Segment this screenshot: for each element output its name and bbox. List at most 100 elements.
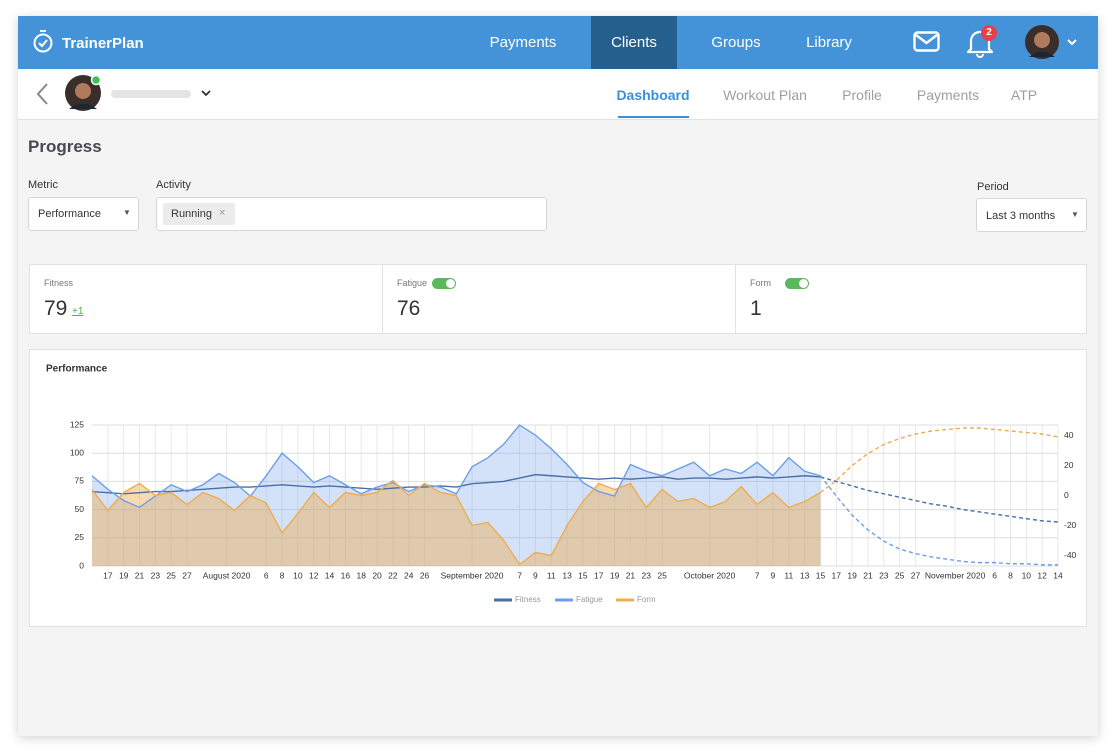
x-tick-label: 6: [264, 570, 269, 580]
stat-divider: [735, 265, 736, 333]
tag-remove[interactable]: ×: [219, 207, 226, 219]
x-tick-label: 14: [1053, 570, 1063, 580]
x-tick-label: 19: [847, 570, 857, 580]
field-label: Metric: [28, 179, 58, 191]
series-line: [91, 473, 821, 495]
series-line: [91, 479, 821, 566]
toggle[interactable]: [785, 278, 809, 289]
stat-change[interactable]: +1: [72, 306, 84, 317]
toggle-knob: [799, 279, 808, 288]
x-tick-label: 15: [816, 570, 826, 580]
stat-divider: [382, 265, 383, 333]
nav-item[interactable]: Groups: [711, 34, 761, 51]
legend-label: Fitness: [515, 595, 541, 604]
x-tick-label: November 2020: [925, 570, 986, 580]
x-tick-label: 23: [151, 570, 161, 580]
x-tick-label: 7: [755, 570, 760, 580]
x-tick-label: 18: [356, 570, 366, 580]
stat-label: Fitness: [44, 278, 74, 288]
tab[interactable]: ATP: [1010, 87, 1038, 103]
series-line: [819, 475, 1058, 566]
x-tick-label: September 2020: [441, 570, 504, 580]
x-tick-label: 20: [372, 570, 382, 580]
tab[interactable]: Dashboard: [616, 87, 690, 103]
brand[interactable]: TrainerPlan: [62, 35, 144, 52]
stat-value: 1: [750, 297, 762, 320]
x-tick-label: 13: [562, 570, 572, 580]
stat-label: Form: [750, 278, 771, 288]
stat-value: 76: [397, 297, 421, 320]
section-title: Progress: [28, 137, 102, 156]
nav-item[interactable]: Clients: [611, 34, 657, 51]
x-tick-label: 21: [626, 570, 636, 580]
y2-tick-label: -40: [1064, 550, 1077, 560]
y-tick-label: 75: [75, 476, 85, 486]
x-tick-label: 10: [293, 570, 303, 580]
client-avatar[interactable]: [64, 74, 224, 114]
x-tick-label: 25: [657, 570, 667, 580]
period-value: Last 3 months: [986, 210, 1056, 222]
period-select[interactable]: Last 3 months ▼: [976, 198, 1087, 232]
x-tick-label: 19: [119, 570, 129, 580]
nav-active-bg: [591, 16, 677, 69]
series-line: [820, 427, 1059, 494]
y2-tick-label: 40: [1064, 430, 1074, 440]
notification-badge: [981, 25, 997, 41]
y2-tick-label: 0: [1064, 490, 1069, 500]
performance-chart: Performance 17 19 21 23 25 27 August 2020 6 8 10 12…: [46, 364, 1077, 604]
x-tick-label: 25: [895, 570, 905, 580]
y-tick-label: 50: [75, 504, 85, 514]
y2-tick-label: 20: [1064, 460, 1074, 470]
x-tick-label: 10: [1022, 570, 1032, 580]
tag-text: Running: [171, 208, 212, 220]
activity-tag[interactable]: Running ×: [163, 203, 235, 225]
y-tick-label: 125: [70, 419, 84, 429]
y-tick-label: 0: [79, 560, 84, 570]
series-line: [91, 424, 821, 509]
x-tick-label: 21: [135, 570, 145, 580]
tab[interactable]: Workout Plan: [723, 87, 807, 103]
logo-icon: [33, 30, 53, 53]
mail-icon[interactable]: [913, 31, 941, 53]
tab[interactable]: Payments: [916, 87, 980, 103]
y-tick-label: 100: [70, 447, 84, 457]
legend-label: Fatigue: [576, 595, 603, 604]
back-button[interactable]: [34, 82, 52, 106]
x-tick-label: 12: [1037, 570, 1047, 580]
notification-count: 2: [986, 27, 992, 38]
dropdown-arrow: ▼: [123, 208, 131, 217]
tab-underline: [618, 116, 689, 118]
x-tick-label: 8: [1008, 570, 1013, 580]
x-tick-label: 15: [578, 570, 588, 580]
tab[interactable]: Profile: [842, 87, 882, 103]
legend-label: Form: [637, 595, 656, 604]
x-tick-label: 16: [341, 570, 351, 580]
stat-label: Fatigue: [397, 278, 428, 288]
x-tick-label: 14: [325, 570, 335, 580]
stat-value: 79: [44, 297, 68, 320]
top-nav: [18, 16, 1098, 69]
x-tick-label: 23: [642, 570, 652, 580]
x-tick-label: 9: [771, 570, 776, 580]
x-tick-label: 27: [911, 570, 921, 580]
toggle-knob: [446, 279, 455, 288]
field-label: Period: [977, 181, 1009, 193]
toggle[interactable]: [432, 278, 456, 289]
metric-value: Performance: [38, 208, 101, 220]
series-line: [820, 476, 1059, 523]
chart-card: [29, 349, 1087, 627]
user-avatar[interactable]: [1024, 24, 1084, 62]
activity-input[interactable]: Running ×: [156, 197, 547, 231]
x-tick-label: 9: [533, 570, 538, 580]
x-tick-label: 6: [992, 570, 997, 580]
chart-title: Performance: [46, 364, 108, 375]
dropdown-arrow: ▼: [1071, 210, 1079, 219]
x-tick-label: 17: [832, 570, 842, 580]
nav-item[interactable]: Library: [806, 34, 852, 51]
x-tick-label: 23: [879, 570, 889, 580]
x-tick-label: 24: [404, 570, 414, 580]
nav-item[interactable]: Payments: [489, 34, 557, 51]
metric-select[interactable]: Performance ▼: [28, 197, 139, 231]
x-tick-label: 21: [863, 570, 873, 580]
